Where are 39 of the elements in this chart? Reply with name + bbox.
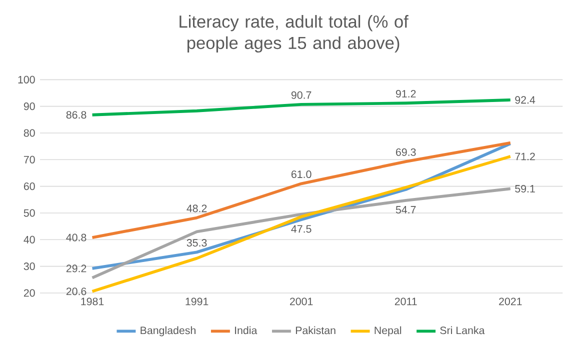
y-tick-label: 20 <box>24 289 35 297</box>
legend-label: Pakistan <box>296 326 336 334</box>
y-tick-label: 80 <box>24 129 35 137</box>
data-label: 48.2 <box>186 204 207 212</box>
y-tick-label: 90 <box>24 102 35 110</box>
data-label: 59.1 <box>515 184 535 192</box>
line-series <box>90 154 512 293</box>
data-label: 29.2 <box>66 264 86 272</box>
data-label: 35.3 <box>186 239 207 247</box>
x-tick-label: 1981 <box>81 298 104 306</box>
line-series <box>90 141 512 239</box>
data-label: 69.3 <box>396 148 416 156</box>
y-tick-label: 70 <box>24 156 35 164</box>
x-tick-label: 2021 <box>499 298 522 306</box>
line-series <box>90 98 512 116</box>
data-label: 90.7 <box>291 91 312 99</box>
y-tick-label: 100 <box>18 76 35 84</box>
x-tick-label: 1991 <box>186 298 208 306</box>
legend-label: Bangladesh <box>140 326 196 336</box>
y-tick-label: 40 <box>24 236 35 244</box>
chart-title: Literacy rate, adult total (% of people ages 15 and above) <box>180 15 408 53</box>
legend-label: Nepal <box>374 326 402 336</box>
data-label: 92.4 <box>515 96 536 104</box>
legend-label: India <box>235 326 258 334</box>
line-series <box>90 187 512 280</box>
data-label: 20.6 <box>66 288 86 296</box>
data-label: 61.0 <box>291 170 312 178</box>
data-label: 91.2 <box>396 90 416 98</box>
data-label: 40.8 <box>66 234 86 242</box>
y-tick-label: 30 <box>24 262 35 270</box>
data-label: 54.7 <box>396 206 416 214</box>
legend-label: Sri Lanka <box>440 326 485 334</box>
y-tick-label: 60 <box>24 182 35 190</box>
x-tick-label: 2011 <box>394 298 417 306</box>
y-tick-label: 50 <box>24 209 35 217</box>
x-tick-label: 2001 <box>290 298 313 306</box>
data-label: 47.5 <box>291 225 312 233</box>
data-label: 71.2 <box>515 152 535 160</box>
data-label: 86.8 <box>66 111 86 119</box>
